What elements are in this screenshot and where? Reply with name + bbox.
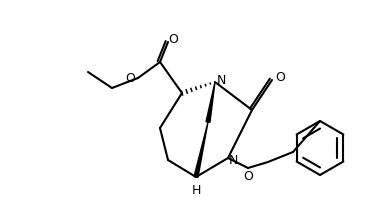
Text: O: O (125, 72, 135, 85)
Polygon shape (194, 122, 208, 177)
Text: O: O (168, 32, 178, 46)
Polygon shape (206, 82, 215, 122)
Text: H: H (191, 184, 201, 198)
Text: O: O (275, 70, 285, 83)
Text: N: N (228, 153, 238, 167)
Text: N: N (216, 73, 226, 87)
Text: O: O (243, 170, 253, 182)
